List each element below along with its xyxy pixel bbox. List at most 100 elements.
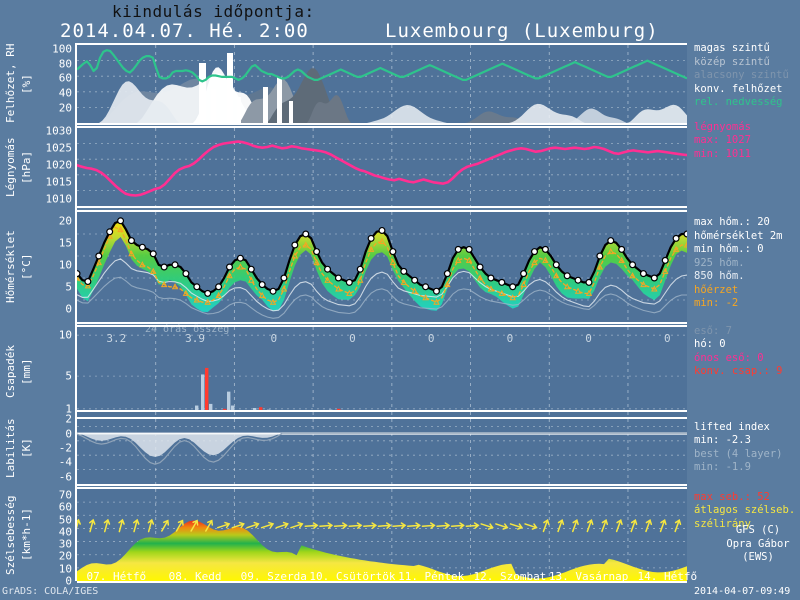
- y-tick: 2: [65, 412, 72, 426]
- legend-item: közép szintű: [694, 55, 770, 68]
- precip-daily-total: 3.2: [106, 332, 127, 345]
- y-tick: 5: [65, 280, 72, 294]
- y-tick: 1: [65, 402, 72, 416]
- precip-daily-total: 0: [664, 332, 671, 345]
- cloud-y-unit: [%]: [20, 74, 33, 94]
- legend-item: eső: 7: [694, 324, 732, 337]
- x-axis-day-label: 09. Szerda: [240, 570, 307, 583]
- panel-frame: [77, 325, 687, 327]
- y-tick: 10: [58, 328, 72, 342]
- legend-panel: magas szintű közép szintű alacsony szintű k…: [694, 42, 800, 531]
- lability-y-ticks: 2 0 -2 -4 -6: [0, 412, 72, 484]
- legend-item: alacsony szintű: [694, 69, 789, 81]
- legend-spacer: [694, 110, 800, 121]
- credit-line-1: GFS (C): [735, 524, 781, 536]
- legend-item: min: -1.9: [694, 461, 751, 473]
- y-tick: 0: [65, 574, 72, 588]
- legend-item: 925 hőm.: [694, 256, 745, 269]
- panel-frame: [77, 410, 687, 412]
- lability-y-label: Labilitás: [4, 418, 17, 478]
- x-axis-day-label: 07. Hétfő: [86, 570, 147, 583]
- legend-item: szélirány: [694, 517, 751, 530]
- legend-item: max hőm.: 20: [694, 216, 770, 228]
- panel-frame: [77, 484, 687, 486]
- y-tick: 40: [58, 525, 72, 539]
- precip-y-ticks: 10 5 1: [0, 327, 72, 417]
- credit-line-2: Opra Gábor: [726, 537, 790, 550]
- legend-item: hó: 0: [694, 338, 726, 350]
- legend-spacer: [694, 311, 800, 325]
- wind-y-label: Szélsebesség: [4, 495, 17, 575]
- temperature-y-unit: [°C]: [20, 253, 33, 281]
- legend-spacer: [694, 475, 800, 491]
- y-tick: 1010: [45, 192, 73, 206]
- pressure-y-label: Légnyomás: [4, 137, 17, 197]
- temperature-panel: [77, 212, 687, 322]
- y-tick: 1020: [45, 158, 73, 172]
- panel-frame: [77, 126, 687, 128]
- legend-item: 850 hőm.: [694, 270, 745, 282]
- legend-item: konv. felhőzet: [694, 82, 783, 95]
- panel-frame: [77, 487, 687, 489]
- y-tick: 60: [58, 71, 72, 85]
- legend-spacer: [694, 379, 800, 421]
- wind-y-unit: [km*h-1]: [20, 508, 33, 562]
- lability-panel: [77, 412, 687, 484]
- y-tick: 80: [58, 57, 72, 71]
- legend-item: légnyomás: [694, 120, 751, 133]
- pressure-panel: [77, 128, 687, 206]
- panel-frame: [77, 206, 687, 208]
- location-title: Luxembourg (Luxemburg): [385, 20, 659, 42]
- precip-daily-total: 0: [506, 332, 514, 345]
- precip-daily-total: 0: [427, 332, 435, 345]
- legend-item: konv. csap.: 9: [694, 365, 783, 377]
- legend-item: max: 1027: [694, 134, 751, 146]
- grads-footer: GrADS: COLA/IGES: [2, 586, 99, 597]
- legend-item: best (4 layer): [694, 447, 783, 460]
- wind-y-ticks: 70 60 50 40 30 20 10 0: [0, 489, 72, 588]
- x-axis-day-label: 10. Csütörtök: [309, 570, 396, 583]
- y-tick: 50: [58, 513, 72, 527]
- panel-frame: [77, 581, 687, 583]
- precip-y-unit: [mm]: [20, 358, 33, 386]
- y-tick: 10: [58, 258, 72, 272]
- x-axis-day-label: 14. Hétfő: [637, 570, 698, 583]
- y-tick: 20: [58, 549, 72, 563]
- legend-spacer: [694, 161, 800, 216]
- precip-total-note: 24 órás összeg: [145, 324, 230, 335]
- panel-frame: [77, 322, 687, 324]
- legend-item: lifted index: [694, 420, 770, 433]
- legend-item: rel. nedvesség: [694, 96, 783, 108]
- cloud-y-label: Felhőzet, RH: [4, 43, 17, 123]
- y-tick: 5: [65, 369, 72, 383]
- precip-daily-total: 0: [585, 332, 592, 345]
- credit-line-3: (EWS): [742, 551, 774, 563]
- legend-item: min: 1011: [694, 147, 751, 160]
- panel-frame: [77, 43, 687, 45]
- precip-daily-total: 0: [270, 332, 278, 345]
- legend-item: hőmérséklet 2m: [694, 229, 783, 242]
- y-tick: 1015: [45, 175, 73, 189]
- x-axis-day-labels: 07. Hétfő 08. Kedd 09. Szerda 10. Csütörtök…: [77, 570, 698, 586]
- y-tick: 20: [58, 214, 72, 228]
- y-tick: 1030: [45, 124, 73, 138]
- x-axis-day-label: 13. Vasárnap: [548, 570, 629, 583]
- temperature-y-label: Hőmérséklet: [4, 230, 17, 304]
- panel-frame: [77, 210, 687, 212]
- panel-frame: [77, 417, 687, 419]
- legend-item: átlagos szélseb.: [694, 504, 796, 516]
- legend-item: max seb.: 52: [694, 490, 770, 503]
- temperature-y-ticks: 20 15 10 5 0: [0, 212, 72, 322]
- legend-item: min: -2: [694, 297, 739, 309]
- lability-y-unit: [K]: [20, 438, 33, 458]
- precip-y-label: Csapadék: [4, 345, 17, 399]
- legend-item: ónos eső: 0: [694, 351, 764, 364]
- precip-panel: [77, 327, 687, 417]
- y-tick: -4: [58, 455, 72, 469]
- cloud-y-ticks: 100 80 60 40 20: [0, 42, 72, 123]
- generated-footer: 2014-04-07-09:49: [694, 586, 791, 597]
- wind-panel: [77, 489, 687, 581]
- y-tick: 10: [58, 562, 72, 576]
- y-tick: 20: [58, 101, 72, 115]
